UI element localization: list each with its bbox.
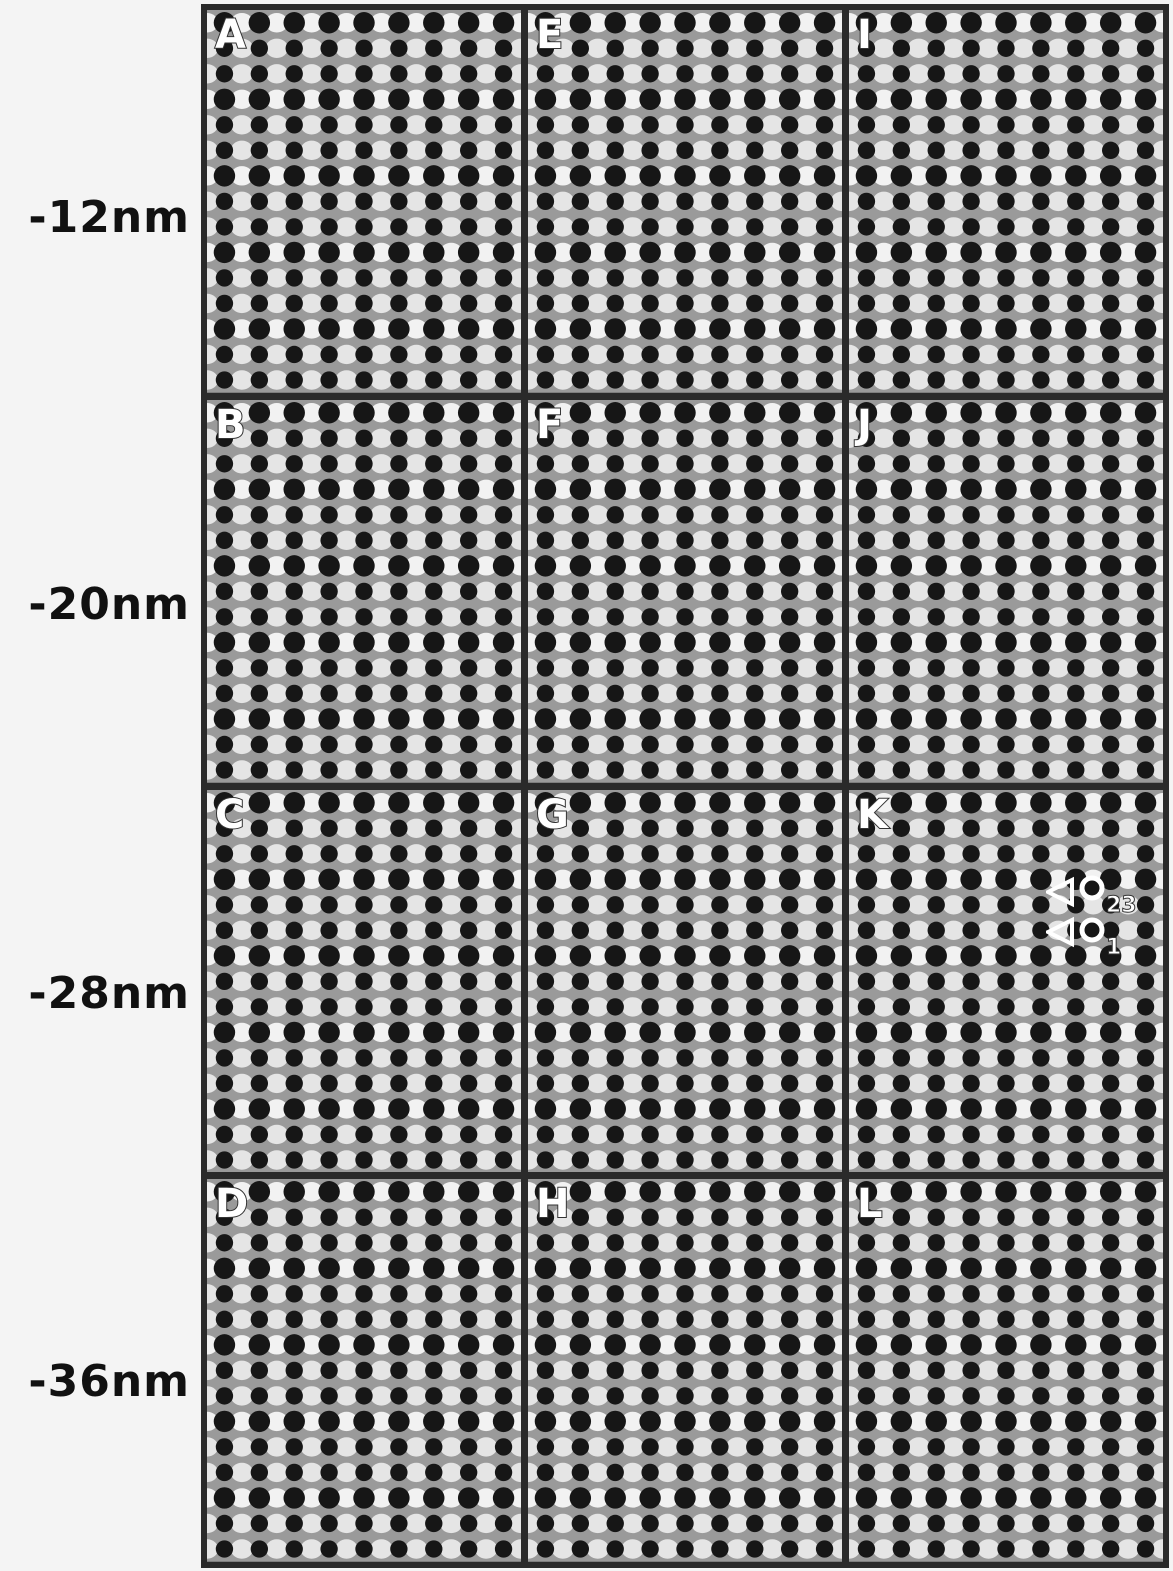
lattice-image (528, 789, 842, 1173)
lattice-image (849, 789, 1163, 1173)
lattice-image (207, 399, 521, 783)
hrem-panel: F (528, 399, 842, 783)
hrem-panel: G (528, 789, 842, 1173)
panel-letter: D (214, 1180, 249, 1228)
lattice-image (849, 10, 1163, 393)
hrem-panel: I (849, 10, 1163, 393)
hrem-panel: D (207, 1179, 521, 1562)
lattice-image (528, 399, 842, 783)
hrem-panel: J (849, 399, 1163, 783)
panel-letter: I (856, 11, 873, 59)
hrem-panel: H (528, 1179, 842, 1562)
lattice-image (528, 1179, 842, 1562)
defocus-label-row-4: -36nm (28, 1356, 190, 1407)
panel-letter: L (856, 1180, 883, 1228)
hrem-panel: L (849, 1179, 1163, 1562)
lattice-image (849, 399, 1163, 783)
lattice-image (207, 789, 521, 1173)
defocus-label-row-2: -20nm (28, 579, 190, 630)
panel-letter: K (856, 791, 889, 839)
lower-site-circle-icon (1079, 917, 1105, 943)
defocus-label-row-3: -28nm (28, 968, 190, 1019)
panel-letter: J (856, 401, 873, 449)
panel-letter: A (214, 11, 247, 59)
panel-letter: E (535, 11, 564, 59)
panel-letter: B (214, 401, 246, 449)
hrem-panel: C (207, 789, 521, 1173)
panel-letter: G (535, 791, 570, 839)
lattice-image (207, 1179, 521, 1562)
site-marker-legend: 23 1 (1046, 875, 1137, 958)
lattice-image (207, 10, 521, 393)
hrem-panel: E (528, 10, 842, 393)
upper-triangle-icon (1046, 876, 1074, 908)
lower-triangle-icon (1046, 916, 1074, 948)
lattice-image (528, 10, 842, 393)
panel-letter: H (535, 1180, 571, 1228)
panel-letter: F (535, 401, 564, 449)
hrem-panel: B (207, 399, 521, 783)
hrem-panel: K (849, 789, 1163, 1173)
upper-site-circle-icon (1079, 875, 1105, 901)
defocus-label-row-1: -12nm (28, 192, 190, 243)
lattice-image (849, 1179, 1163, 1562)
hrem-panel: A (207, 10, 521, 393)
panel-letter: C (214, 791, 245, 839)
lower-site-label: 1 (1106, 935, 1121, 958)
upper-site-label: 23 (1106, 893, 1137, 918)
image-grid: A E I B F J C G K D H L (201, 4, 1169, 1568)
